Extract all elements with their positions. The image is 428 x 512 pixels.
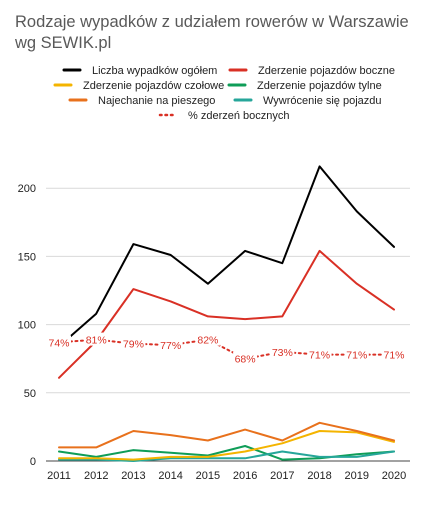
pct-label-bg — [307, 347, 332, 361]
pct-label-bg — [158, 338, 183, 352]
pct-data-label: 68% — [235, 354, 256, 366]
pct-label-bg — [233, 351, 258, 365]
pct-label-bg — [382, 347, 406, 361]
pct-label-bg — [270, 344, 295, 358]
y-tick-label: 200 — [18, 183, 36, 195]
pct-data-label: 77% — [160, 340, 181, 352]
y-tick-label: 0 — [30, 456, 36, 468]
x-tick-label: 2020 — [382, 470, 406, 482]
pct-label-bg — [195, 332, 220, 346]
pct-data-label: 71% — [346, 350, 367, 362]
series-line — [58, 421, 395, 449]
legend-label: Zderzenie pojazdów czołowe — [83, 80, 224, 92]
legend-label: Najechanie na pieszego — [98, 95, 215, 107]
x-tick-label: 2012 — [84, 470, 108, 482]
y-tick-label: 150 — [18, 251, 36, 263]
pct-label-bg — [344, 347, 369, 361]
pct-data-label: 79% — [123, 339, 144, 351]
x-tick-label: 2015 — [196, 470, 220, 482]
pct-data-label: 82% — [197, 335, 218, 347]
x-tick-label: 2019 — [345, 470, 369, 482]
pct-data-label: 71% — [309, 350, 330, 362]
pct-label-bg — [121, 336, 146, 350]
pct-label-bg — [47, 335, 71, 349]
pct-label-bg — [84, 332, 109, 346]
pct-data-label: 81% — [86, 335, 107, 347]
y-tick-label: 100 — [18, 320, 36, 332]
x-tick-label: 2013 — [121, 470, 145, 482]
legend-label: Wywrócenie się pojazdu — [263, 95, 382, 107]
series-line — [58, 450, 395, 462]
pct-data-label: 71% — [383, 350, 404, 362]
legend-label: Zderzenie pojazdów boczne — [258, 65, 395, 77]
pct-data-label: 73% — [272, 347, 293, 359]
x-tick-label: 2018 — [307, 470, 331, 482]
legend-label: Zderzenie pojazdów tylne — [257, 80, 382, 92]
x-tick-label: 2016 — [233, 470, 257, 482]
y-tick-label: 50 — [24, 388, 36, 400]
x-tick-label: 2011 — [47, 470, 71, 482]
x-tick-label: 2017 — [270, 470, 294, 482]
series-line — [58, 430, 395, 461]
chart-title: Rodzaje wypadków z udziałem rowerów w Wa… — [15, 13, 409, 52]
x-tick-label: 2014 — [158, 470, 182, 482]
series-line — [58, 249, 395, 379]
pct-data-label: 74% — [48, 337, 69, 349]
legend-label: % zderzeń bocznych — [188, 110, 290, 122]
series-line — [58, 165, 395, 348]
legend-label: Liczba wypadków ogółem — [92, 65, 217, 77]
